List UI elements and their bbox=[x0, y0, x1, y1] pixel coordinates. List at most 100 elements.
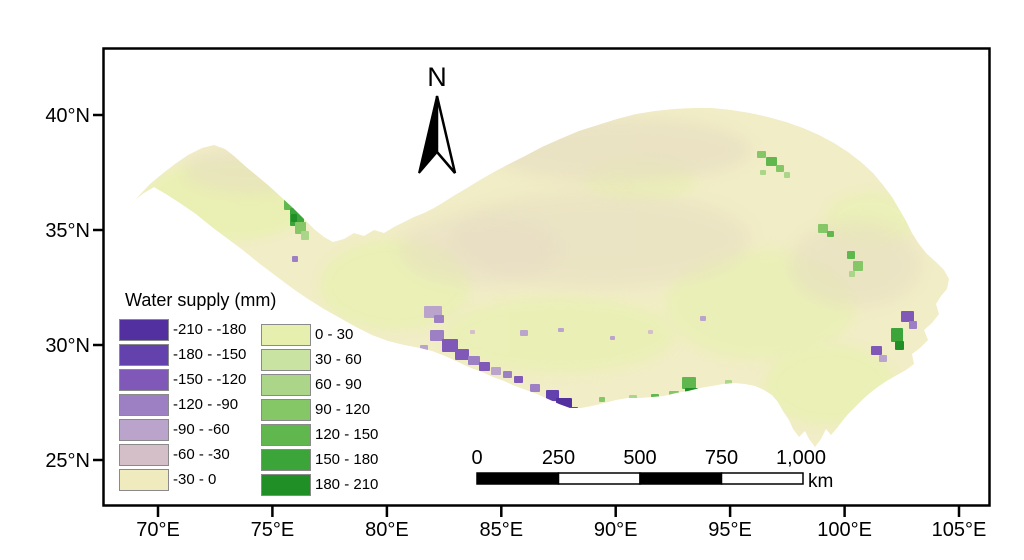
scale-tick-label: 750 bbox=[705, 447, 738, 469]
legend-item: -90 - -60 bbox=[119, 419, 246, 441]
map-value-patch bbox=[610, 336, 615, 340]
map-value-patch bbox=[491, 367, 501, 375]
legend-item: 150 - 180 bbox=[261, 449, 378, 471]
scale-tick-label: 0 bbox=[471, 447, 482, 469]
map-patch-layer bbox=[145, 118, 920, 425]
map-value-patch bbox=[455, 349, 469, 360]
map-value-patch bbox=[909, 321, 917, 329]
map-value-patch bbox=[847, 251, 855, 259]
map-value-patch bbox=[757, 151, 766, 158]
map-value-patch bbox=[871, 346, 882, 355]
legend-item: -210 - -180 bbox=[119, 319, 246, 341]
legend-swatch bbox=[261, 324, 311, 346]
map-tone-blob bbox=[765, 345, 895, 425]
legend-item-label: -180 - -150 bbox=[173, 346, 247, 363]
map-value-patch bbox=[470, 330, 475, 334]
legend-item: -120 - -90 bbox=[119, 394, 246, 416]
legend-swatch bbox=[261, 449, 311, 471]
map-value-patch bbox=[879, 355, 887, 362]
map-value-patch bbox=[682, 377, 696, 389]
x-tick-label: 75°E bbox=[251, 519, 295, 541]
map-tone-blob bbox=[490, 118, 750, 182]
legend-title: Water supply (mm) bbox=[125, 290, 277, 310]
legend-swatch bbox=[119, 344, 169, 366]
map-value-patch bbox=[766, 157, 777, 166]
map-value-patch bbox=[849, 271, 855, 277]
map-value-patch bbox=[725, 380, 732, 385]
map-value-patch bbox=[776, 165, 784, 172]
map-value-patch bbox=[468, 356, 480, 365]
x-tick-label: 90°E bbox=[594, 519, 638, 541]
x-tick-label: 100°E bbox=[817, 519, 872, 541]
y-axis-ticks bbox=[93, 113, 103, 462]
x-axis-ticks bbox=[156, 506, 961, 517]
map-value-patch bbox=[827, 231, 834, 237]
legend-swatch bbox=[261, 474, 311, 496]
scale-segment bbox=[639, 472, 723, 485]
north-arrow: N bbox=[418, 62, 457, 174]
map-value-patch bbox=[546, 390, 559, 401]
map-value-patch bbox=[556, 398, 572, 411]
legend-item: 0 - 30 bbox=[261, 324, 378, 346]
map-tone-blob bbox=[400, 215, 560, 285]
map-tone-blob bbox=[450, 192, 750, 288]
scale-segment bbox=[476, 472, 560, 485]
legend-item: 120 - 150 bbox=[261, 424, 378, 446]
legend-swatch bbox=[119, 469, 169, 491]
map-value-patch bbox=[301, 231, 309, 240]
map-value-patch bbox=[669, 391, 679, 399]
map-value-patch bbox=[599, 397, 605, 402]
legend-column-positive: 0 - 30 30 - 60 60 - 90 90 - 120 120 - 15… bbox=[261, 324, 378, 499]
map-value-patch bbox=[891, 328, 903, 342]
x-tick-label: 95°E bbox=[708, 519, 752, 541]
legend-item: 90 - 120 bbox=[261, 399, 378, 421]
x-tick-label: 85°E bbox=[480, 519, 524, 541]
legend-item-label: 150 - 180 bbox=[315, 451, 379, 468]
map-value-patch bbox=[503, 371, 512, 378]
map-value-patch bbox=[291, 214, 297, 222]
legend-item: -30 - 0 bbox=[119, 469, 246, 491]
scale-tick-label: 250 bbox=[542, 447, 575, 469]
map-value-patch bbox=[901, 311, 914, 322]
x-axis-labels: 70°E 75°E 80°E 85°E 90°E 95°E 100°E 105°… bbox=[136, 519, 986, 541]
y-tick-label: 25°N bbox=[45, 450, 90, 472]
legend-item: -60 - -30 bbox=[119, 444, 246, 466]
scale-unit-label: km bbox=[808, 471, 833, 492]
map-value-patch bbox=[530, 384, 540, 392]
map-value-patch bbox=[520, 330, 528, 336]
map-value-patch bbox=[300, 178, 307, 185]
legend-item-label: 60 - 90 bbox=[315, 376, 362, 393]
legend-swatch bbox=[119, 419, 169, 441]
legend-item-label: 90 - 120 bbox=[315, 401, 371, 418]
legend-item-label: -150 - -120 bbox=[173, 371, 247, 388]
legend-item: 30 - 60 bbox=[261, 349, 378, 371]
legend-item: 180 - 210 bbox=[261, 474, 378, 496]
map-value-patch bbox=[514, 376, 523, 383]
map-value-patch bbox=[685, 388, 698, 400]
legend-swatch bbox=[119, 444, 169, 466]
legend-item-label: -30 - 0 bbox=[173, 471, 217, 488]
legend-item: 60 - 90 bbox=[261, 374, 378, 396]
legend-item-label: -60 - -30 bbox=[173, 446, 230, 463]
map-value-patch bbox=[629, 395, 637, 400]
legend-item-label: -90 - -60 bbox=[173, 421, 230, 438]
map-value-patch bbox=[700, 316, 706, 321]
map-value-patch bbox=[853, 261, 863, 271]
y-tick-label: 40°N bbox=[45, 105, 90, 127]
map-value-patch bbox=[648, 330, 653, 334]
map-value-patch bbox=[784, 172, 790, 178]
legend-swatch bbox=[119, 319, 169, 341]
x-tick-label: 80°E bbox=[365, 519, 409, 541]
map-value-patch bbox=[292, 256, 298, 262]
scale-segment bbox=[557, 472, 641, 485]
map-value-patch bbox=[569, 407, 578, 414]
map-value-patch bbox=[434, 315, 444, 323]
map-value-patch bbox=[651, 394, 659, 400]
map-value-patch bbox=[895, 341, 904, 350]
legend-item-label: 30 - 60 bbox=[315, 351, 362, 368]
map-tone-blob bbox=[185, 148, 315, 192]
north-arrow-left-half bbox=[418, 95, 438, 174]
x-tick-label: 70°E bbox=[136, 519, 180, 541]
scale-bar: 0 250 500 750 1,000 km bbox=[471, 447, 833, 492]
